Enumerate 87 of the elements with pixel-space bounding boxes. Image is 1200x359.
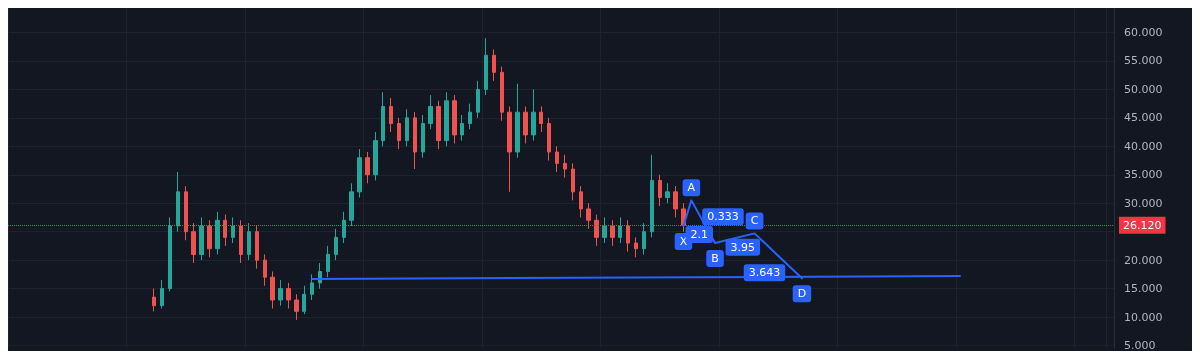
candlestick (642, 222, 646, 255)
candlestick (563, 154, 567, 179)
candlestick (397, 117, 401, 150)
annotation: 2.1 (690, 228, 708, 242)
candlestick (191, 222, 196, 264)
candlestick (239, 219, 243, 264)
candlestick (357, 148, 362, 199)
candlestick (310, 273, 314, 301)
candlestick (547, 117, 551, 162)
data-label: A (687, 181, 696, 195)
candlestick (634, 236, 638, 258)
candlestick (247, 222, 251, 261)
candlestick (349, 182, 354, 227)
y-tick-label: 50.000 (1124, 82, 1163, 96)
y-tick-label: 55.000 (1124, 54, 1163, 68)
y-tick-label: 5.000 (1124, 339, 1156, 352)
data-label: X (679, 234, 688, 248)
data-label: D (797, 287, 807, 301)
candlestick (579, 185, 583, 218)
candlestick (270, 271, 275, 310)
candlestick (231, 216, 235, 244)
y-tick-label: 15.000 (1124, 282, 1163, 296)
candlestick (184, 185, 188, 241)
candlestick (658, 174, 662, 207)
candlestick (263, 253, 267, 287)
candlestick (555, 145, 559, 173)
candlestick (515, 83, 520, 159)
candlestick (539, 105, 543, 133)
candlestick (405, 108, 409, 147)
candlestick (476, 80, 480, 119)
y-tick-label: 40.000 (1124, 139, 1163, 153)
candlestick (602, 216, 607, 244)
candlestick (207, 219, 212, 258)
candlestick (586, 202, 591, 230)
candlestick (278, 279, 283, 307)
y-tick-label: 35.000 (1124, 168, 1163, 182)
candlestick (413, 111, 417, 170)
annotation: 3.95 (730, 240, 756, 254)
candlestick (373, 131, 378, 181)
annotation: 0.333 (707, 210, 739, 224)
candlestick (618, 216, 622, 244)
candlestick (334, 228, 338, 261)
candlestick (160, 279, 164, 310)
data-label: C (750, 214, 759, 228)
candlestick (452, 94, 457, 144)
candlestick (500, 66, 504, 122)
candlestick (294, 293, 299, 321)
candlestick (421, 114, 425, 159)
annotation: 3.643 (748, 266, 781, 280)
candlestick (594, 214, 599, 247)
candlestick (365, 151, 370, 184)
candlestick (531, 88, 536, 142)
candlestick (326, 245, 330, 278)
candlestick (460, 114, 464, 142)
candlestick (223, 214, 227, 247)
candlestick (381, 91, 385, 147)
y-tick-label: 20.000 (1124, 253, 1163, 267)
candlestick (255, 225, 259, 270)
y-tick-label: 45.000 (1124, 111, 1163, 125)
candlestick (673, 185, 678, 218)
candlestick (389, 97, 393, 133)
candlestick (468, 103, 472, 130)
candlestick (665, 182, 670, 204)
y-tick-label: 10.000 (1124, 310, 1163, 324)
y-tick-label: 30.000 (1124, 196, 1163, 210)
candlestick (215, 211, 220, 255)
candlestick (176, 171, 180, 233)
candlestick (428, 94, 433, 130)
candlestick (168, 216, 172, 292)
candlestick (302, 285, 306, 315)
candlestick (484, 37, 488, 96)
candlestick (152, 288, 156, 312)
candlestick (286, 282, 291, 310)
candlestick (342, 211, 346, 244)
candlestick (571, 162, 575, 201)
candlestick (444, 91, 449, 147)
ref-line-label: 26.120 (1123, 218, 1162, 232)
candlestick (610, 219, 615, 247)
y-tick-label: 60.000 (1124, 25, 1163, 39)
candlestick (650, 154, 654, 238)
candlestick (507, 105, 512, 193)
candlestick (492, 49, 496, 82)
candlestick (523, 105, 528, 144)
candlestick (626, 219, 630, 253)
candlestick (199, 216, 204, 261)
candlestick (436, 100, 441, 150)
data-label: B (711, 252, 719, 266)
